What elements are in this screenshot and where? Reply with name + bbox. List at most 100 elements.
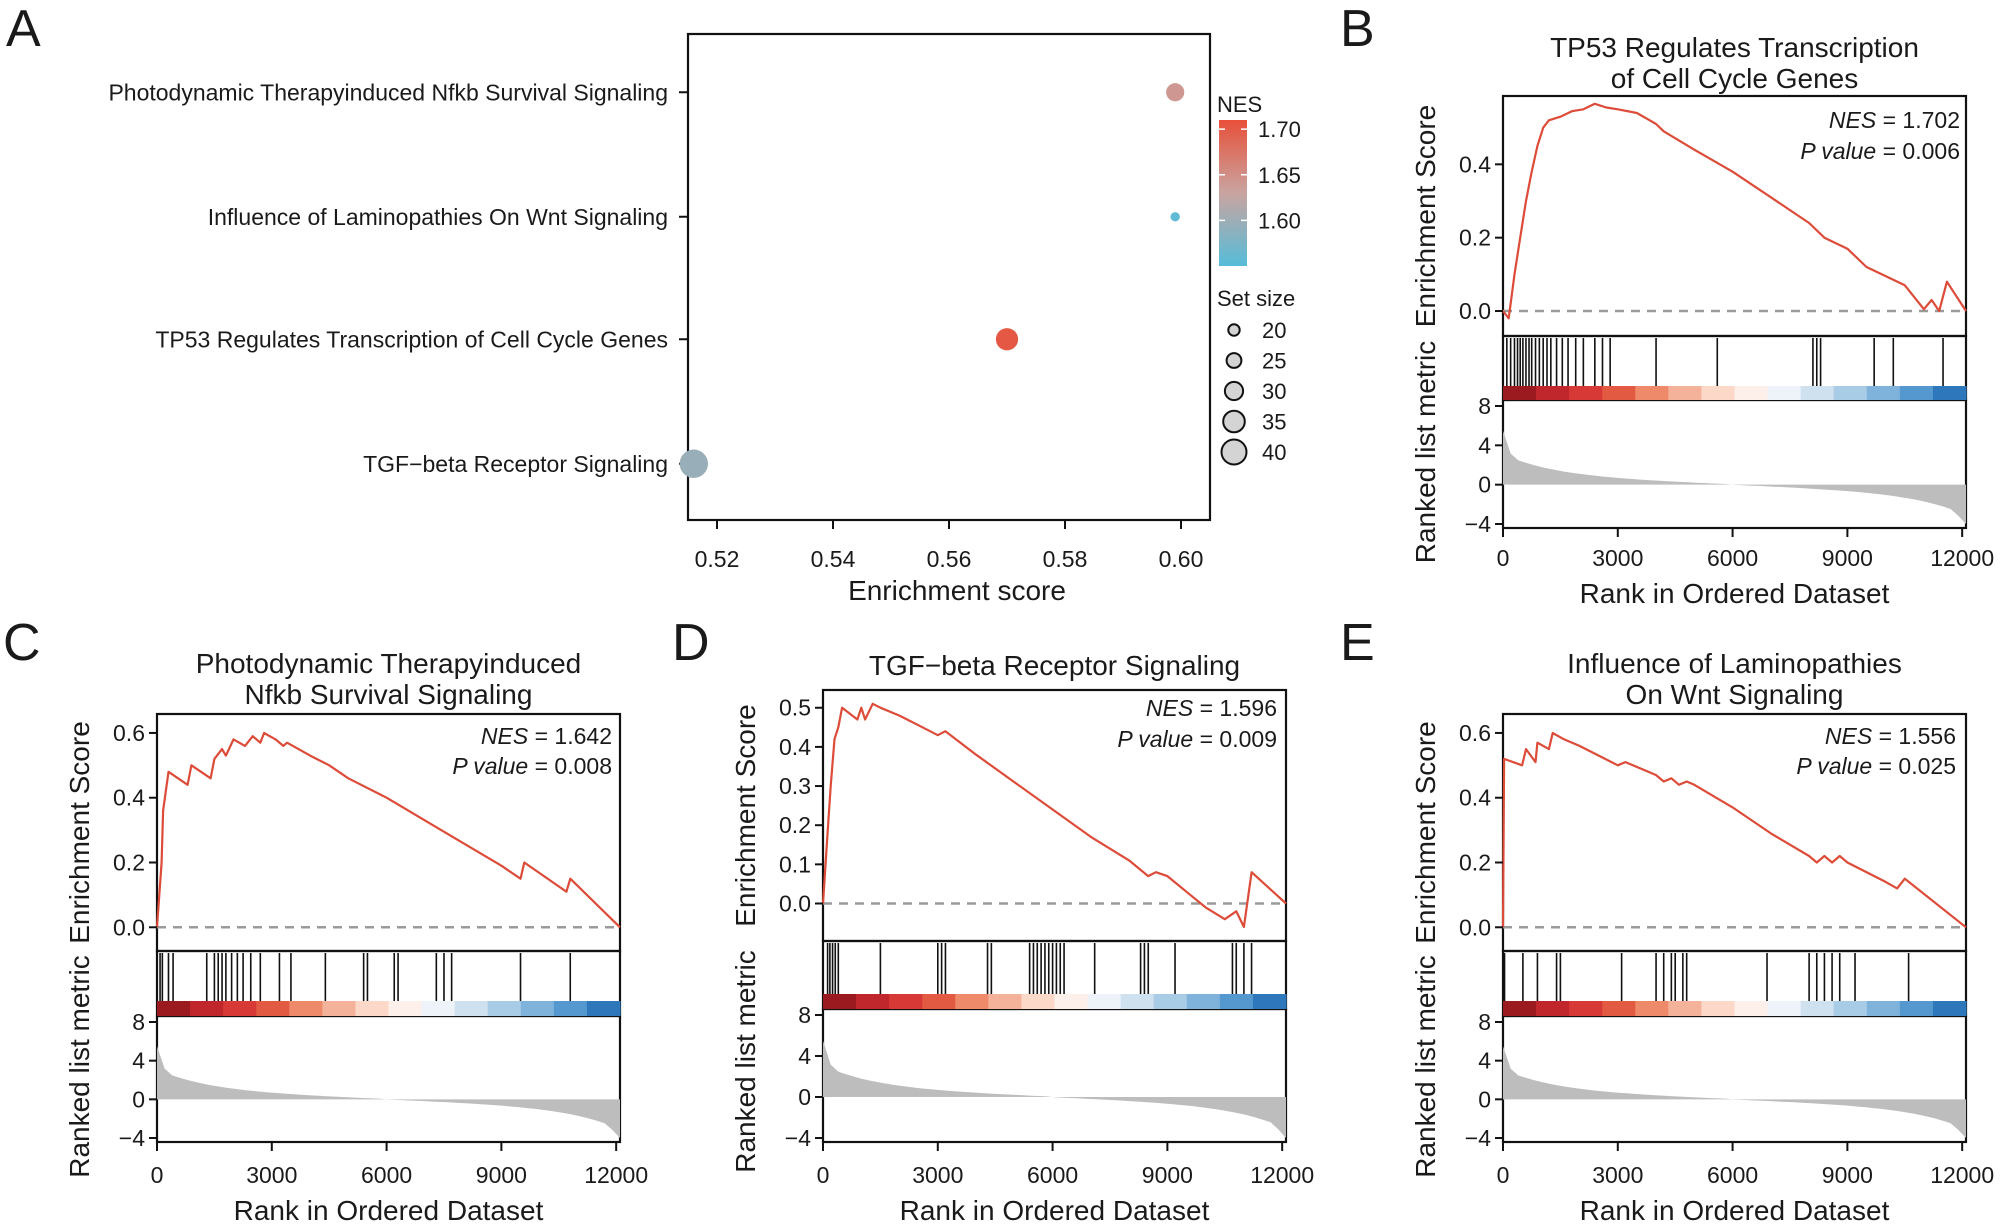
term-label: TP53 Regulates Transcription of Cell Cyc… xyxy=(155,326,668,352)
rank-color-segment xyxy=(1899,1001,1934,1016)
nes-label: NES xyxy=(1146,695,1194,721)
x-tick-label: 0.58 xyxy=(1043,546,1088,572)
rank-color-segment xyxy=(586,1001,621,1016)
x-tick-label: 6000 xyxy=(1707,1162,1758,1188)
x-tick-label: 0 xyxy=(151,1162,164,1188)
es-tick-label: 0.4 xyxy=(113,785,145,811)
metric-axis-label: Ranked list metric xyxy=(1410,341,1441,564)
es-tick-label: 0.0 xyxy=(1459,914,1491,940)
nes-legend-label: 1.60 xyxy=(1258,208,1301,233)
nes-label: NES xyxy=(1825,723,1873,749)
p-value: = 0.009 xyxy=(1193,726,1277,752)
metric-tick-label: −4 xyxy=(1465,1125,1491,1151)
x-tick-label: 3000 xyxy=(246,1162,297,1188)
p-value: = 0.008 xyxy=(528,753,612,779)
x-tick-label: 3000 xyxy=(1592,1162,1643,1188)
term-point xyxy=(679,449,708,478)
x-axis-label: Rank in Ordered Dataset xyxy=(1580,578,1890,609)
es-tick-label: 0.0 xyxy=(779,891,811,917)
rank-color-segment xyxy=(1833,1001,1868,1016)
rank-color-segment xyxy=(1734,1001,1769,1016)
rank-color-segment xyxy=(421,1001,456,1016)
es-tick-label: 0.1 xyxy=(779,851,811,877)
rank-color-segment xyxy=(190,1001,224,1016)
rank-color-segment xyxy=(1503,1001,1537,1016)
metric-tick-label: 4 xyxy=(132,1048,145,1074)
rank-color-segment xyxy=(1602,386,1636,400)
x-axis-label: Rank in Ordered Dataset xyxy=(234,1195,544,1226)
es-axis-label: Enrichment Score xyxy=(730,704,761,927)
rank-color-segment xyxy=(889,994,923,1009)
x-tick-label: 9000 xyxy=(476,1162,527,1188)
es-tick-label: 0.2 xyxy=(1459,225,1491,251)
nes-legend-title: NES xyxy=(1217,92,1262,117)
term-point xyxy=(1166,83,1185,102)
x-tick-label: 0.56 xyxy=(927,546,972,572)
rank-color-segment xyxy=(1021,994,1056,1009)
panel-label: D xyxy=(672,614,710,672)
metric-tick-label: 8 xyxy=(1478,1009,1491,1035)
panel-a: A 0.52 0.54 0.56 0.58 0.60 Enrichment score Pho… xyxy=(6,0,1301,606)
rank-color-segment xyxy=(553,1001,588,1016)
metric-axis-label: Ranked list metric xyxy=(1410,955,1441,1178)
rank-color-segment xyxy=(388,1001,423,1016)
rank-color-segment xyxy=(322,1001,357,1016)
rank-color-segment xyxy=(823,994,857,1009)
rank-color-segment xyxy=(157,1001,191,1016)
size-legend-label: 20 xyxy=(1262,318,1286,343)
metric-axis-label: Ranked list metric xyxy=(730,950,761,1173)
es-tick-label: 0.0 xyxy=(113,914,145,940)
es-tick-label: 0.3 xyxy=(779,773,811,799)
es-tick-label: 0.4 xyxy=(1459,151,1491,177)
x-tick-label: 6000 xyxy=(1707,545,1758,571)
rank-color-segment xyxy=(856,994,890,1009)
enrichment-score-line xyxy=(155,731,621,929)
x-tick-label: 0.52 xyxy=(695,546,740,572)
panel-title: On Wnt Signaling xyxy=(1626,679,1844,710)
p-stat: P value = 0.025 xyxy=(1796,753,1956,779)
es-tick-label: 0.2 xyxy=(113,850,145,876)
panel-label: B xyxy=(1340,0,1375,58)
rank-color-segment xyxy=(454,1001,489,1016)
rank-color-segment xyxy=(1635,1001,1669,1016)
size-legend-circle xyxy=(1227,323,1241,337)
nes-stat: NES = 1.596 xyxy=(1146,695,1277,721)
rank-color-segment xyxy=(1734,386,1769,400)
metric-frame xyxy=(1501,398,1968,530)
rank-color-segment xyxy=(1833,386,1868,400)
x-tick-label: 0 xyxy=(1497,1162,1510,1188)
nes-legend-label: 1.65 xyxy=(1258,163,1301,188)
nes-value: = 1.642 xyxy=(528,723,612,749)
metric-tick-label: 0 xyxy=(798,1084,811,1110)
panel-title: Influence of Laminopathies xyxy=(1567,648,1902,679)
rank-color-segment xyxy=(355,1001,390,1016)
x-tick-label: 3000 xyxy=(1592,545,1643,571)
ranked-metric-area xyxy=(1503,430,1966,524)
es-frame xyxy=(155,712,622,953)
metric-tick-label: 0 xyxy=(1478,472,1491,498)
panel-title: TGF−beta Receptor Signaling xyxy=(869,650,1240,681)
es-tick-label: 0.4 xyxy=(779,734,811,760)
enrichment-score-line xyxy=(1502,102,1967,320)
p-stat: P value = 0.008 xyxy=(452,753,612,779)
term-label: Influence of Laminopathies On Wnt Signal… xyxy=(208,204,668,230)
x-axis-label: Rank in Ordered Dataset xyxy=(900,1195,1210,1226)
metric-tick-label: 0 xyxy=(1478,1086,1491,1112)
metric-tick-label: 8 xyxy=(1478,393,1491,419)
rank-color-segment xyxy=(1120,994,1155,1009)
x-axis-label: Enrichment score xyxy=(848,575,1066,606)
rank-color-segment xyxy=(1899,386,1934,400)
nes-value: = 1.596 xyxy=(1193,695,1277,721)
es-frame xyxy=(1501,712,1968,953)
rank-color-segment xyxy=(1767,1001,1802,1016)
nes-legend-label: 1.70 xyxy=(1258,117,1301,142)
panel-title: Photodynamic Therapyinduced xyxy=(196,648,582,679)
metric-tick-label: 4 xyxy=(1478,1048,1491,1074)
p-value: = 0.025 xyxy=(1872,753,1956,779)
rank-color-segment xyxy=(1866,386,1901,400)
metric-tick-label: −4 xyxy=(119,1125,145,1151)
x-tick-label: 9000 xyxy=(1822,1162,1873,1188)
